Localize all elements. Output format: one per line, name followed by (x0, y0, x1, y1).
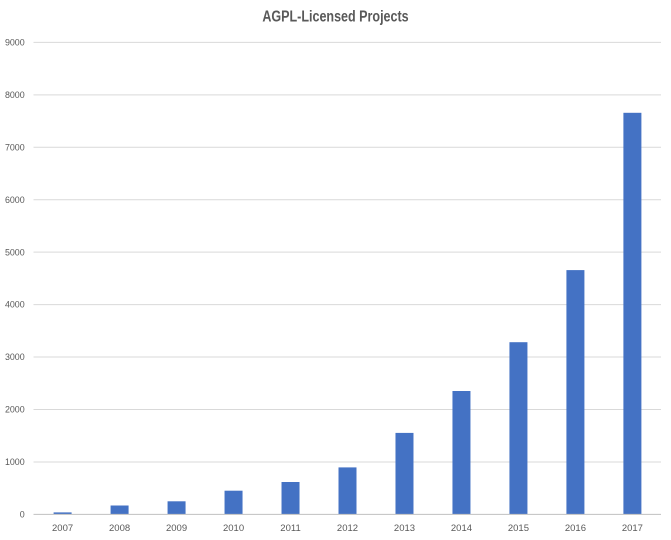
svg-text:2016: 2016 (565, 523, 586, 534)
svg-text:2014: 2014 (451, 523, 472, 534)
svg-text:6000: 6000 (5, 195, 25, 205)
svg-text:5000: 5000 (5, 247, 25, 257)
svg-text:2012: 2012 (337, 523, 358, 534)
svg-text:2010: 2010 (223, 523, 244, 534)
svg-text:3000: 3000 (5, 352, 25, 362)
svg-text:7000: 7000 (5, 142, 25, 152)
svg-text:2008: 2008 (109, 523, 130, 534)
svg-text:8000: 8000 (5, 90, 25, 100)
svg-text:2011: 2011 (280, 523, 300, 534)
svg-text:2017: 2017 (622, 523, 643, 534)
svg-text:9000: 9000 (5, 37, 25, 47)
svg-text:AGPL-Licensed Projects: AGPL-Licensed Projects (262, 9, 408, 26)
svg-text:4000: 4000 (5, 300, 25, 310)
svg-text:2007: 2007 (52, 523, 73, 534)
svg-text:2013: 2013 (394, 523, 415, 534)
svg-text:2000: 2000 (5, 405, 25, 415)
svg-text:2009: 2009 (166, 523, 187, 534)
svg-text:0: 0 (20, 510, 25, 520)
svg-text:1000: 1000 (5, 457, 25, 467)
svg-text:2015: 2015 (508, 523, 529, 534)
